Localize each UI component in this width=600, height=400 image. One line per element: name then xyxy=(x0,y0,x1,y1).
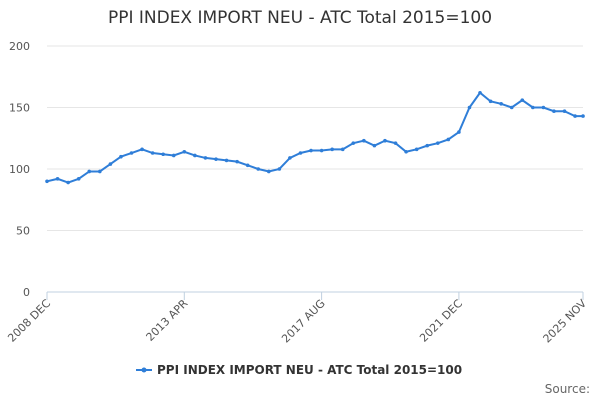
point xyxy=(404,149,408,154)
y-tick-label: 50 xyxy=(16,225,30,238)
x-tick-label: 2017 AUG xyxy=(279,297,328,346)
point xyxy=(76,177,81,181)
point xyxy=(541,105,546,110)
y-tick-label: 150 xyxy=(9,102,30,115)
point xyxy=(108,162,113,166)
point xyxy=(277,167,282,171)
chart-title: PPI INDEX IMPORT NEU - ATC Total 2015=10… xyxy=(108,8,492,28)
point xyxy=(488,99,493,104)
point xyxy=(309,148,313,153)
point xyxy=(435,141,440,145)
point xyxy=(457,130,461,134)
point xyxy=(214,157,218,161)
point xyxy=(425,143,430,148)
point xyxy=(182,149,187,154)
point xyxy=(562,109,567,113)
point xyxy=(499,102,503,106)
point xyxy=(119,154,123,159)
point xyxy=(66,180,70,185)
point xyxy=(531,105,535,110)
x-tick-label: 2025 NOV xyxy=(541,297,590,346)
point xyxy=(446,137,451,142)
y-tick-label: 200 xyxy=(9,40,30,53)
point xyxy=(129,151,134,155)
point xyxy=(98,169,102,174)
point xyxy=(45,179,49,184)
source: Source: xyxy=(545,382,590,396)
point xyxy=(87,169,92,174)
point xyxy=(478,90,482,95)
point xyxy=(351,141,356,145)
point xyxy=(203,156,208,160)
x-tick-label: 2013 APR xyxy=(144,297,191,344)
point xyxy=(235,159,239,164)
point xyxy=(552,109,556,113)
point xyxy=(319,148,324,153)
point xyxy=(330,147,334,152)
point xyxy=(266,169,271,174)
point xyxy=(288,156,292,160)
point xyxy=(467,105,472,110)
line xyxy=(46,91,583,184)
point xyxy=(150,151,155,155)
legend-label: PPI INDEX IMPORT NEU - ATC Total 2015=10… xyxy=(157,363,462,377)
x-tick-label: 2008 DEC xyxy=(5,297,53,345)
point xyxy=(140,147,144,152)
point xyxy=(372,143,377,148)
point xyxy=(383,138,387,143)
point xyxy=(414,147,419,152)
point xyxy=(362,138,366,143)
point xyxy=(573,114,577,118)
point xyxy=(161,152,165,157)
point xyxy=(245,163,250,168)
point xyxy=(298,151,303,155)
point xyxy=(581,114,585,118)
point xyxy=(256,167,261,171)
point xyxy=(340,147,345,152)
point xyxy=(393,141,398,145)
legend-marker xyxy=(141,367,147,373)
y-tick-label: 0 xyxy=(23,286,30,299)
point xyxy=(509,105,514,110)
point xyxy=(171,153,176,158)
x-tick-label: 2021 DEC xyxy=(417,297,465,345)
point xyxy=(55,177,60,181)
point xyxy=(193,153,197,158)
point xyxy=(520,98,525,102)
point xyxy=(224,158,229,163)
y-tick-label: 100 xyxy=(9,163,30,176)
